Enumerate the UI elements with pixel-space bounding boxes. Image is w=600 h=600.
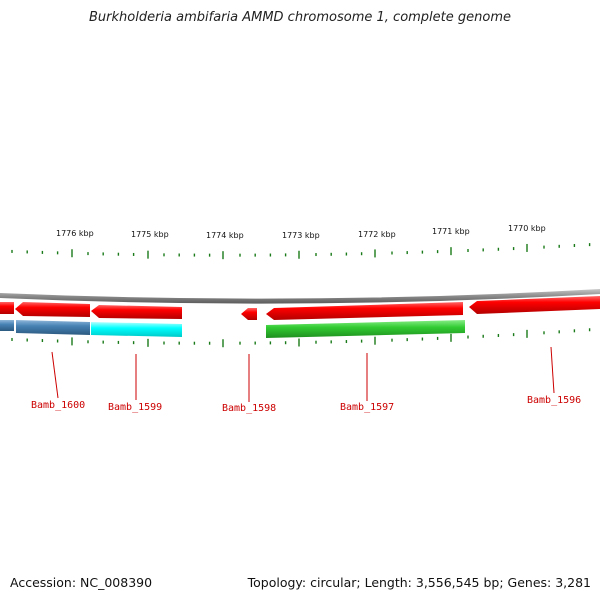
accession-text: Accession: NC_008390	[10, 575, 153, 590]
gene-arrow[interactable]	[469, 296, 600, 314]
ruler-label: 1771 kbp	[432, 227, 470, 236]
chromosome-backbone	[0, 289, 600, 304]
gene-arrows-red	[0, 296, 600, 320]
gene-bars-colored	[0, 320, 465, 338]
gene-bar-cyan[interactable]	[91, 322, 182, 337]
gene-leader-lines	[51, 346, 555, 402]
gene-arrow[interactable]	[266, 302, 463, 320]
gene-arrow[interactable]	[15, 302, 90, 317]
gene-label[interactable]: Bamb_1600	[31, 400, 85, 411]
gene-arrow[interactable]	[0, 302, 14, 314]
ruler-label: 1772 kbp	[358, 230, 396, 239]
ruler-ticks-top	[11, 243, 591, 260]
gene-bar-blue[interactable]	[16, 320, 90, 335]
gene-label[interactable]: Bamb_1596	[527, 395, 581, 406]
ruler-label: 1773 kbp	[282, 231, 320, 240]
gene-label[interactable]: Bamb_1598	[222, 403, 276, 414]
ruler-label: 1774 kbp	[206, 231, 244, 240]
gene-arrow[interactable]	[241, 308, 257, 320]
ruler-label: 1776 kbp	[56, 229, 94, 238]
ruler-labels: 1776 kbp 1775 kbp 1774 kbp 1773 kbp 1772…	[56, 224, 546, 240]
ruler-label: 1770 kbp	[508, 224, 546, 233]
page-title: Burkholderia ambifaria AMMD chromosome 1…	[88, 10, 512, 25]
ruler-label: 1775 kbp	[131, 230, 169, 239]
gene-labels: Bamb_1600 Bamb_1599 Bamb_1598 Bamb_1597 …	[31, 395, 581, 414]
gene-label[interactable]: Bamb_1599	[108, 402, 162, 413]
gene-bar-blue[interactable]	[0, 320, 14, 331]
gene-bar-green[interactable]	[266, 320, 465, 338]
leader-line	[550, 346, 555, 394]
genome-summary-text: Topology: circular; Length: 3,556,545 bp…	[247, 575, 591, 590]
leader-line	[51, 351, 59, 399]
gene-label[interactable]: Bamb_1597	[340, 402, 394, 413]
ruler-ticks-bottom	[11, 328, 591, 348]
gene-arrow[interactable]	[91, 305, 182, 319]
